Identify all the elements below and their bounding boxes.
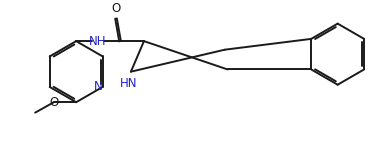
Text: N: N	[93, 80, 102, 93]
Text: O: O	[49, 96, 58, 109]
Text: O: O	[111, 2, 121, 15]
Text: HN: HN	[120, 77, 138, 90]
Text: NH: NH	[89, 35, 106, 48]
